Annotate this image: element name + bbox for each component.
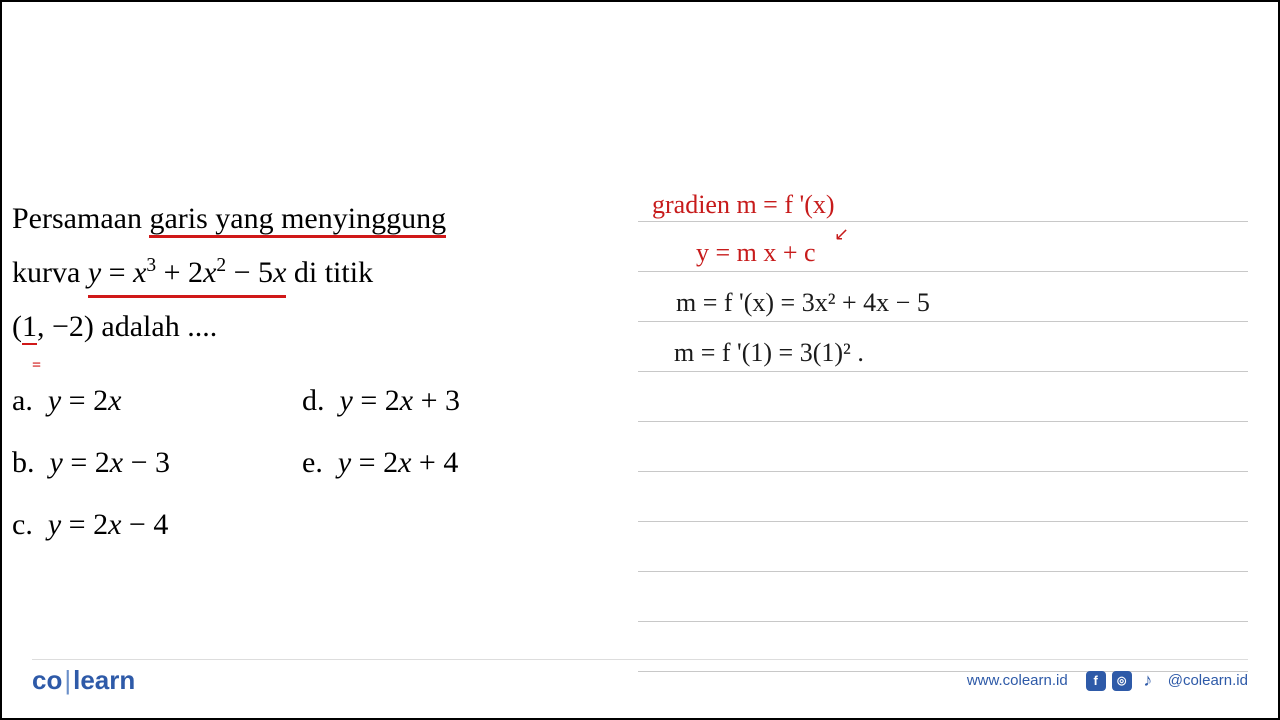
footer-divider <box>32 659 1248 660</box>
options-grid: a. y = 2x d. y = 2x + 3 b. y = 2x − 3 e.… <box>12 384 612 542</box>
option-a: a. y = 2x <box>12 384 302 418</box>
facebook-icon[interactable]: f <box>1086 671 1106 691</box>
hand-red-2: y = m x + c <box>696 238 816 268</box>
option-d: d. y = 2x + 3 <box>302 384 592 418</box>
logo-co: co <box>32 665 62 695</box>
lined-paper: gradien m = f '(x) ↙ y = m x + c m = f '… <box>638 172 1248 672</box>
question-block: Persamaan garis yang menyinggung kurva y… <box>12 192 612 542</box>
q-underlined-phrase: garis yang menyinggung <box>149 202 446 238</box>
option-e: e. y = 2x + 4 <box>302 446 592 480</box>
q-text: kurva <box>12 256 88 289</box>
paper-rule <box>638 572 1248 622</box>
paper-rule <box>638 472 1248 522</box>
footer-url[interactable]: www.colearn.id <box>967 672 1068 689</box>
option-c: c. y = 2x − 4 <box>12 508 302 542</box>
logo-learn: learn <box>73 665 135 695</box>
question-line-2: kurva y = x3 + 2x2 − 5x di titik <box>12 246 612 300</box>
paper-rule <box>638 372 1248 422</box>
arrow-icon: ↙ <box>834 224 849 245</box>
social-handle[interactable]: @colearn.id <box>1168 672 1248 689</box>
brand-logo: co|learn <box>32 665 135 696</box>
tiktok-icon[interactable]: ♪ <box>1138 671 1158 691</box>
paper-rule <box>638 422 1248 472</box>
question-line-3: (1, −2) adalah .... <box>12 300 612 354</box>
hand-black-1: m = f '(x) = 3x² + 4x − 5 <box>676 288 930 318</box>
work-panel: gradien m = f '(x) ↙ y = m x + c m = f '… <box>638 172 1248 672</box>
red-mark-icon: = <box>32 357 41 375</box>
footer: co|learn www.colearn.id f ◎ ♪ @colearn.i… <box>2 665 1278 696</box>
paper-rule <box>638 522 1248 572</box>
question-line-1: Persamaan garis yang menyinggung <box>12 192 612 246</box>
option-b: b. y = 2x − 3 <box>12 446 302 480</box>
q-equation: y = x3 + 2x2 − 5x <box>88 256 287 298</box>
social-icons: f ◎ ♪ @colearn.id <box>1086 671 1248 691</box>
q-text: Persamaan <box>12 202 149 235</box>
hand-red-1: gradien m = f '(x) <box>652 190 835 220</box>
q-text: di titik <box>286 256 373 289</box>
hand-black-2: m = f '(1) = 3(1)² . <box>674 338 864 368</box>
instagram-icon[interactable]: ◎ <box>1112 671 1132 691</box>
